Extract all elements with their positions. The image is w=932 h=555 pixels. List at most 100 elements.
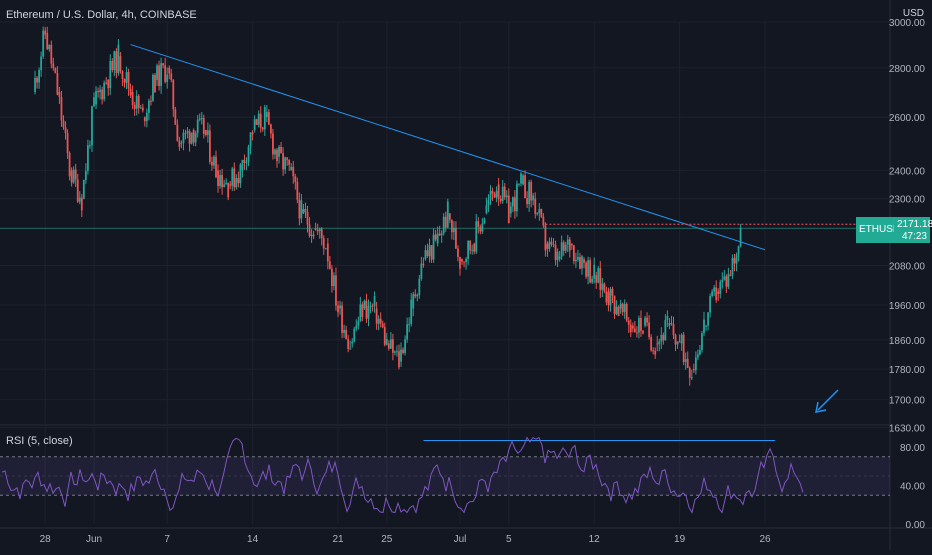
price-tick-label: 2600.00 [889,113,926,124]
candle-body [416,294,419,297]
candle-body [546,243,549,249]
candle-body [227,182,230,198]
candle-body [343,329,345,333]
price-tick-label: 2400.00 [889,166,926,177]
candle-body [310,234,313,236]
candle-body [318,228,321,232]
candle-body [448,213,451,220]
time-tick-label: Jul [454,534,467,545]
candle-body [178,140,181,147]
candle-body [530,181,533,201]
candle-body [379,318,382,324]
price-tick-label: 2300.00 [889,195,926,206]
candle-body [206,130,209,135]
candle-body [404,339,406,353]
candle-body [357,321,360,326]
candle-body [644,317,646,326]
candle-body [493,193,496,198]
candle-body [58,92,61,98]
candle-body [97,91,99,93]
candle-body [548,241,551,249]
candle-body [294,176,297,183]
candle-body [288,159,291,165]
candle-body [280,146,282,154]
candle-body [595,275,598,283]
candle-body [148,100,150,113]
candle-body [552,244,555,246]
rsi-title: RSI (5, close) [6,435,73,447]
candle-body [331,268,333,287]
candle-body [113,51,116,71]
candle-body [509,206,512,214]
candle-body [684,358,687,362]
candle-body [572,245,575,262]
candle-body [436,233,439,244]
candle-body [581,256,583,269]
candle-body [585,262,587,277]
candle-body [217,170,219,186]
candle-body [135,95,138,109]
candle-body [499,198,502,202]
candle-body [731,257,734,276]
candle-body [715,287,718,301]
candle-body [176,124,179,141]
candle-body [121,71,124,79]
candle-body [34,77,36,93]
candle-body [591,278,594,283]
candle-body [182,132,185,143]
rsi-tick-label: 0.00 [906,520,926,531]
candle-body [60,97,63,121]
candle-body [168,67,171,74]
candle-body [629,324,632,333]
candle-body [101,89,104,100]
candle-body [200,118,203,120]
candle-body [103,82,106,100]
candle-body [156,65,158,80]
candle-body [597,268,600,283]
trendline [130,44,766,251]
candle-body [542,216,545,226]
candle-body [668,322,671,326]
candle-body [711,291,714,297]
candle-body [375,308,378,324]
candle-body [518,183,520,185]
candle-body [284,157,287,170]
candle-body [345,329,348,340]
candle-body [164,65,167,82]
candle-body [56,72,59,95]
candle-body [450,219,453,233]
candle-body [562,242,565,251]
candle-body [162,63,165,66]
candle-body [82,179,85,199]
candle-body [721,279,724,283]
candle-body [491,190,494,194]
candle-body [674,335,677,345]
candle-body [707,312,709,326]
candle-body [174,109,177,125]
candle-body [455,227,457,249]
candle-body [194,132,197,143]
candle-body [709,296,711,313]
candle-body [524,175,526,199]
candle-body [198,118,201,120]
candle-body [646,317,648,323]
candle-body [251,132,254,135]
candle-body [599,268,602,290]
candle-body [680,334,683,344]
candle-body [444,216,447,228]
candle-body [558,256,561,260]
candle-body [84,170,87,180]
candle-body [528,181,531,205]
candle-body [690,377,693,379]
currency-label: USD [902,8,924,19]
time-tick-label: 5 [506,534,512,545]
candle-body [172,79,175,110]
candle-body [42,30,45,57]
candle-body [654,350,657,355]
candle-body [532,195,535,201]
candle-body [292,166,295,177]
candle-body [538,209,541,214]
candle-body [300,200,303,219]
candle-body [485,205,488,214]
